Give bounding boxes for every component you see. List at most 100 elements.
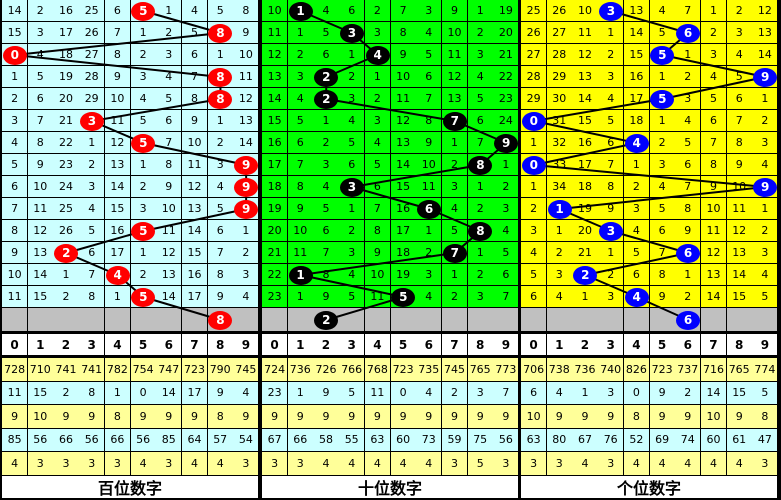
grid-cell: 12 <box>233 88 260 110</box>
draw-ball: 4 <box>365 45 390 65</box>
grid-cell: 4 <box>649 176 676 198</box>
grid-cell: 1 <box>467 176 494 198</box>
grid-cell: 9 <box>364 242 391 264</box>
stat-cell: 23 <box>262 381 289 405</box>
grid-cell: 2 <box>752 220 779 242</box>
prediction-cell <box>53 308 80 332</box>
grid-cell: 11 <box>287 242 314 264</box>
grid-cell: 12 <box>441 66 469 88</box>
draw-ball: 3 <box>79 111 104 131</box>
stat-cell: 63 <box>364 428 391 452</box>
grid-cell: 5 <box>752 286 779 308</box>
grid-cell: 10 <box>287 220 314 242</box>
grid-cell: 2 <box>467 22 494 44</box>
stat-cell: 8 <box>752 405 779 429</box>
grid-cell: 1 <box>339 198 366 220</box>
grid-cell: 7 <box>181 66 209 88</box>
stat-cell: 9 <box>181 405 209 429</box>
stat-cell: 9 <box>156 405 183 429</box>
grid-cell: 1 <box>233 220 260 242</box>
grid-cell: 26 <box>521 22 548 44</box>
grid-cell: 6 <box>467 110 494 132</box>
grid-cell: 17 <box>572 154 599 176</box>
stat-cell: 2 <box>675 381 702 405</box>
stat-cell: 3 <box>467 381 494 405</box>
stat-cell: 773 <box>493 358 520 382</box>
grid-cell: 12 <box>572 44 599 66</box>
grid-cell: 13 <box>233 110 260 132</box>
grid-cell: 3 <box>441 176 469 198</box>
stat-cell: 73 <box>416 428 443 452</box>
grid-cell: 12 <box>181 176 209 198</box>
grid-cell: 20 <box>53 88 80 110</box>
grid-cell: 6 <box>104 0 131 22</box>
grid-cell: 19 <box>262 198 289 220</box>
grid-cell: 9 <box>726 154 753 176</box>
grid-cell: 3 <box>752 242 779 264</box>
grid-cell: 29 <box>546 66 573 88</box>
grid-cell: 9 <box>390 44 417 66</box>
grid-cell: 4 <box>130 88 157 110</box>
stat-cell: 14 <box>700 381 728 405</box>
draw-ball: 2 <box>573 265 598 285</box>
stat-cell: 768 <box>364 358 391 382</box>
grid-cell: 5 <box>207 198 234 220</box>
grid-cell: 12 <box>390 110 417 132</box>
stat-cell: 774 <box>752 358 779 382</box>
stat-cell: 4 <box>675 452 702 476</box>
stat-cell: 60 <box>390 428 417 452</box>
grid-cell: 15 <box>181 242 209 264</box>
stat-cell: 4 <box>546 381 573 405</box>
grid-cell: 18 <box>53 44 80 66</box>
panel-label: 百位数字 <box>2 476 258 498</box>
grid-cell: 7 <box>390 0 417 22</box>
stat-cell: 9 <box>130 405 157 429</box>
grid-cell: 15 <box>2 22 29 44</box>
stat-cell: 8 <box>207 405 234 429</box>
grid-cell: 2 <box>752 110 779 132</box>
draw-ball: 3 <box>598 1 623 21</box>
grid-cell: 6 <box>726 88 753 110</box>
stat-cell: 5 <box>339 381 366 405</box>
grid-cell: 6 <box>2 176 29 198</box>
stat-cell: 11 <box>2 381 29 405</box>
grid-cell: 26 <box>546 0 573 22</box>
grid-cell: 3 <box>493 198 520 220</box>
grid-cell: 5 <box>598 110 625 132</box>
grid-cell: 2 <box>207 132 234 154</box>
grid-cell: 5 <box>623 242 650 264</box>
stat-cell: 76 <box>598 428 625 452</box>
grid-cell: 14 <box>726 264 753 286</box>
grid-cell: 2 <box>675 66 702 88</box>
grid-cell: 21 <box>493 44 520 66</box>
stat-cell: 9 <box>207 381 234 405</box>
grid-cell: 13 <box>156 264 183 286</box>
grid-cell: 19 <box>572 198 599 220</box>
digit-header: 8 <box>467 334 494 356</box>
grid-cell: 13 <box>700 264 728 286</box>
stat-cell: 5 <box>467 452 494 476</box>
grid-cell: 2 <box>649 132 676 154</box>
grid-cell: 7 <box>207 242 234 264</box>
grid-cell: 7 <box>675 0 702 22</box>
grid-cell: 3 <box>130 66 157 88</box>
stat-cell: 56 <box>79 428 106 452</box>
grid-cell: 10 <box>27 176 54 198</box>
grid-cell: 5 <box>441 220 469 242</box>
draw-ball: 1 <box>288 1 313 21</box>
draw-ball: 5 <box>391 287 416 307</box>
prediction-cell <box>521 308 548 332</box>
grid-cell: 10 <box>181 132 209 154</box>
grid-cell: 12 <box>156 242 183 264</box>
stat-cell: 3 <box>27 452 54 476</box>
stat-cell: 15 <box>27 381 54 405</box>
grid-cell: 13 <box>726 242 753 264</box>
grid-cell: 23 <box>53 154 80 176</box>
grid-cell: 5 <box>339 132 366 154</box>
grid-cell: 8 <box>104 44 131 66</box>
grid-cell: 22 <box>53 132 80 154</box>
grid-cell: 8 <box>364 220 391 242</box>
grid-cell: 7 <box>598 154 625 176</box>
grid-cell: 2 <box>364 88 391 110</box>
grid-cell: 3 <box>521 220 548 242</box>
